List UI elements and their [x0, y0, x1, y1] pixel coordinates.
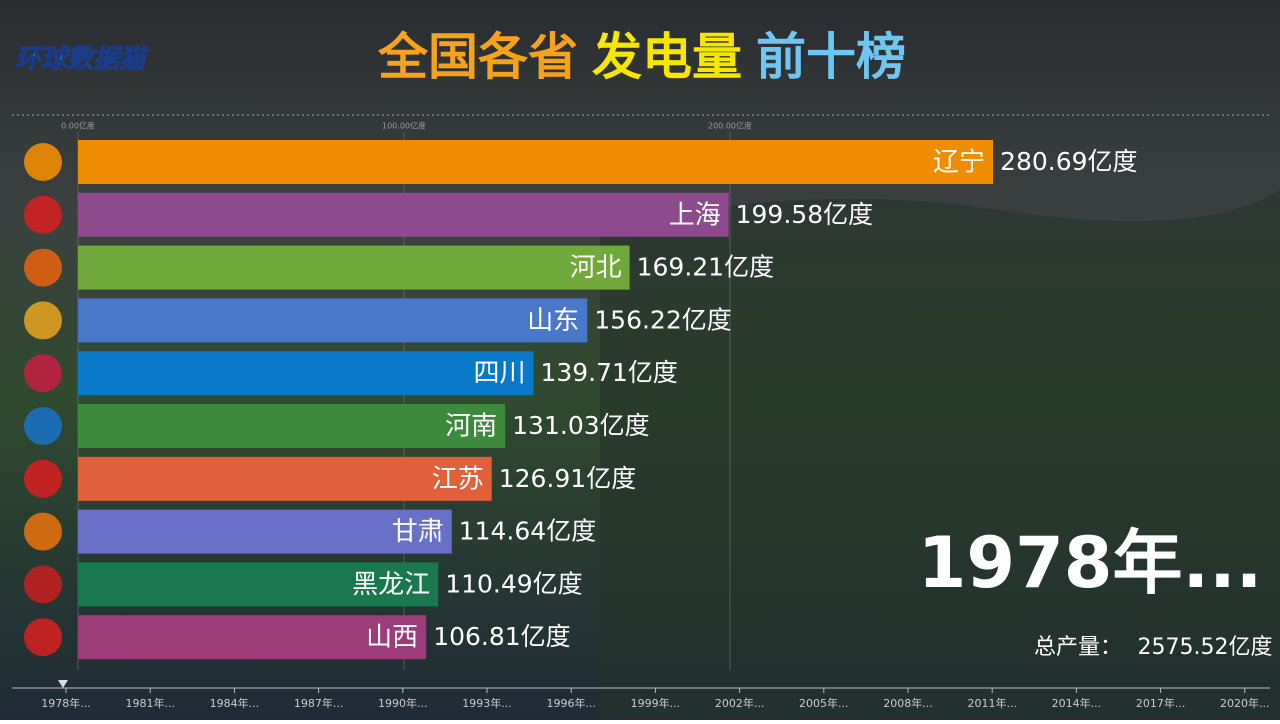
timeline-label: 2014年...	[1052, 696, 1101, 710]
category-label: 辽宁	[933, 148, 985, 178]
category-label: 四川	[473, 359, 525, 389]
category-label: 山西	[366, 623, 418, 653]
bar	[78, 298, 588, 343]
timeline-label: 1996年...	[546, 696, 595, 710]
bar	[78, 509, 452, 554]
category-label: 黑龙江	[352, 570, 430, 600]
province-icon	[24, 248, 62, 287]
province-icon	[24, 407, 62, 445]
value-label: 110.49亿度	[445, 569, 582, 598]
timeline-label: 2011年...	[967, 696, 1016, 710]
x-tick-label: 100.00亿度	[382, 121, 426, 131]
bar	[78, 245, 630, 290]
value-label: 156.22亿度	[594, 305, 731, 334]
timeline-label: 2008年...	[883, 696, 932, 710]
value-label: 199.58亿度	[736, 200, 873, 229]
title-part: 发电量	[592, 28, 742, 86]
timeline-label: 2005年...	[799, 696, 848, 710]
title-part: 全国各省	[377, 28, 578, 86]
province-icon	[24, 301, 62, 340]
timeline-label: 2017年...	[1136, 696, 1185, 710]
chart-title: 全国各省 发电量 前十榜	[377, 28, 906, 86]
landscape	[600, 190, 1280, 720]
total-value: 2575.52亿度	[1138, 635, 1273, 660]
timeline-label: 1984年...	[210, 696, 259, 710]
value-label: 169.21亿度	[637, 253, 774, 282]
province-icon	[24, 195, 62, 234]
logo: 环球数据猫	[15, 45, 149, 75]
bar	[78, 140, 994, 184]
value-label: 106.81亿度	[433, 622, 570, 651]
value-label: 280.69亿度	[1000, 147, 1137, 176]
province-icon	[24, 618, 62, 657]
timeline-label: 2020年...	[1220, 696, 1269, 710]
bar	[78, 192, 729, 237]
timeline-label: 2002年...	[715, 696, 764, 710]
province-icon	[24, 512, 62, 551]
bar	[78, 351, 534, 396]
x-tick-label: 0.00亿度	[61, 121, 95, 131]
province-icon	[24, 459, 62, 498]
timeline-label: 1978年...	[41, 696, 90, 710]
bar	[78, 404, 506, 448]
timeline-pointer	[58, 680, 68, 688]
category-label: 河南	[445, 412, 497, 442]
bar	[78, 562, 439, 607]
title-part: 前十榜	[756, 28, 906, 86]
timeline-label: 1990年...	[378, 696, 427, 710]
timeline-label: 1987年...	[294, 696, 343, 710]
value-label: 139.71亿度	[540, 358, 677, 387]
value-label: 131.03亿度	[512, 411, 649, 440]
province-icon	[24, 565, 62, 604]
category-label: 江苏	[432, 464, 484, 494]
category-label: 河北	[570, 253, 622, 283]
value-label: 114.64亿度	[459, 517, 596, 546]
timeline-label: 1999年...	[631, 696, 680, 710]
category-label: 山东	[527, 306, 579, 336]
bar	[78, 456, 492, 501]
timeline-label: 1981年...	[125, 696, 174, 710]
province-icon	[24, 354, 62, 393]
total-label: 总产量：	[1034, 635, 1122, 660]
province-icon	[24, 143, 62, 181]
value-label: 126.91亿度	[499, 464, 636, 493]
bar	[78, 615, 427, 660]
x-tick-label: 200.00亿度	[708, 121, 752, 131]
category-label: 上海	[669, 200, 721, 230]
timeline-label: 1993年...	[462, 696, 511, 710]
current-year: 1978年...	[918, 522, 1263, 604]
category-label: 甘肃	[392, 517, 444, 547]
